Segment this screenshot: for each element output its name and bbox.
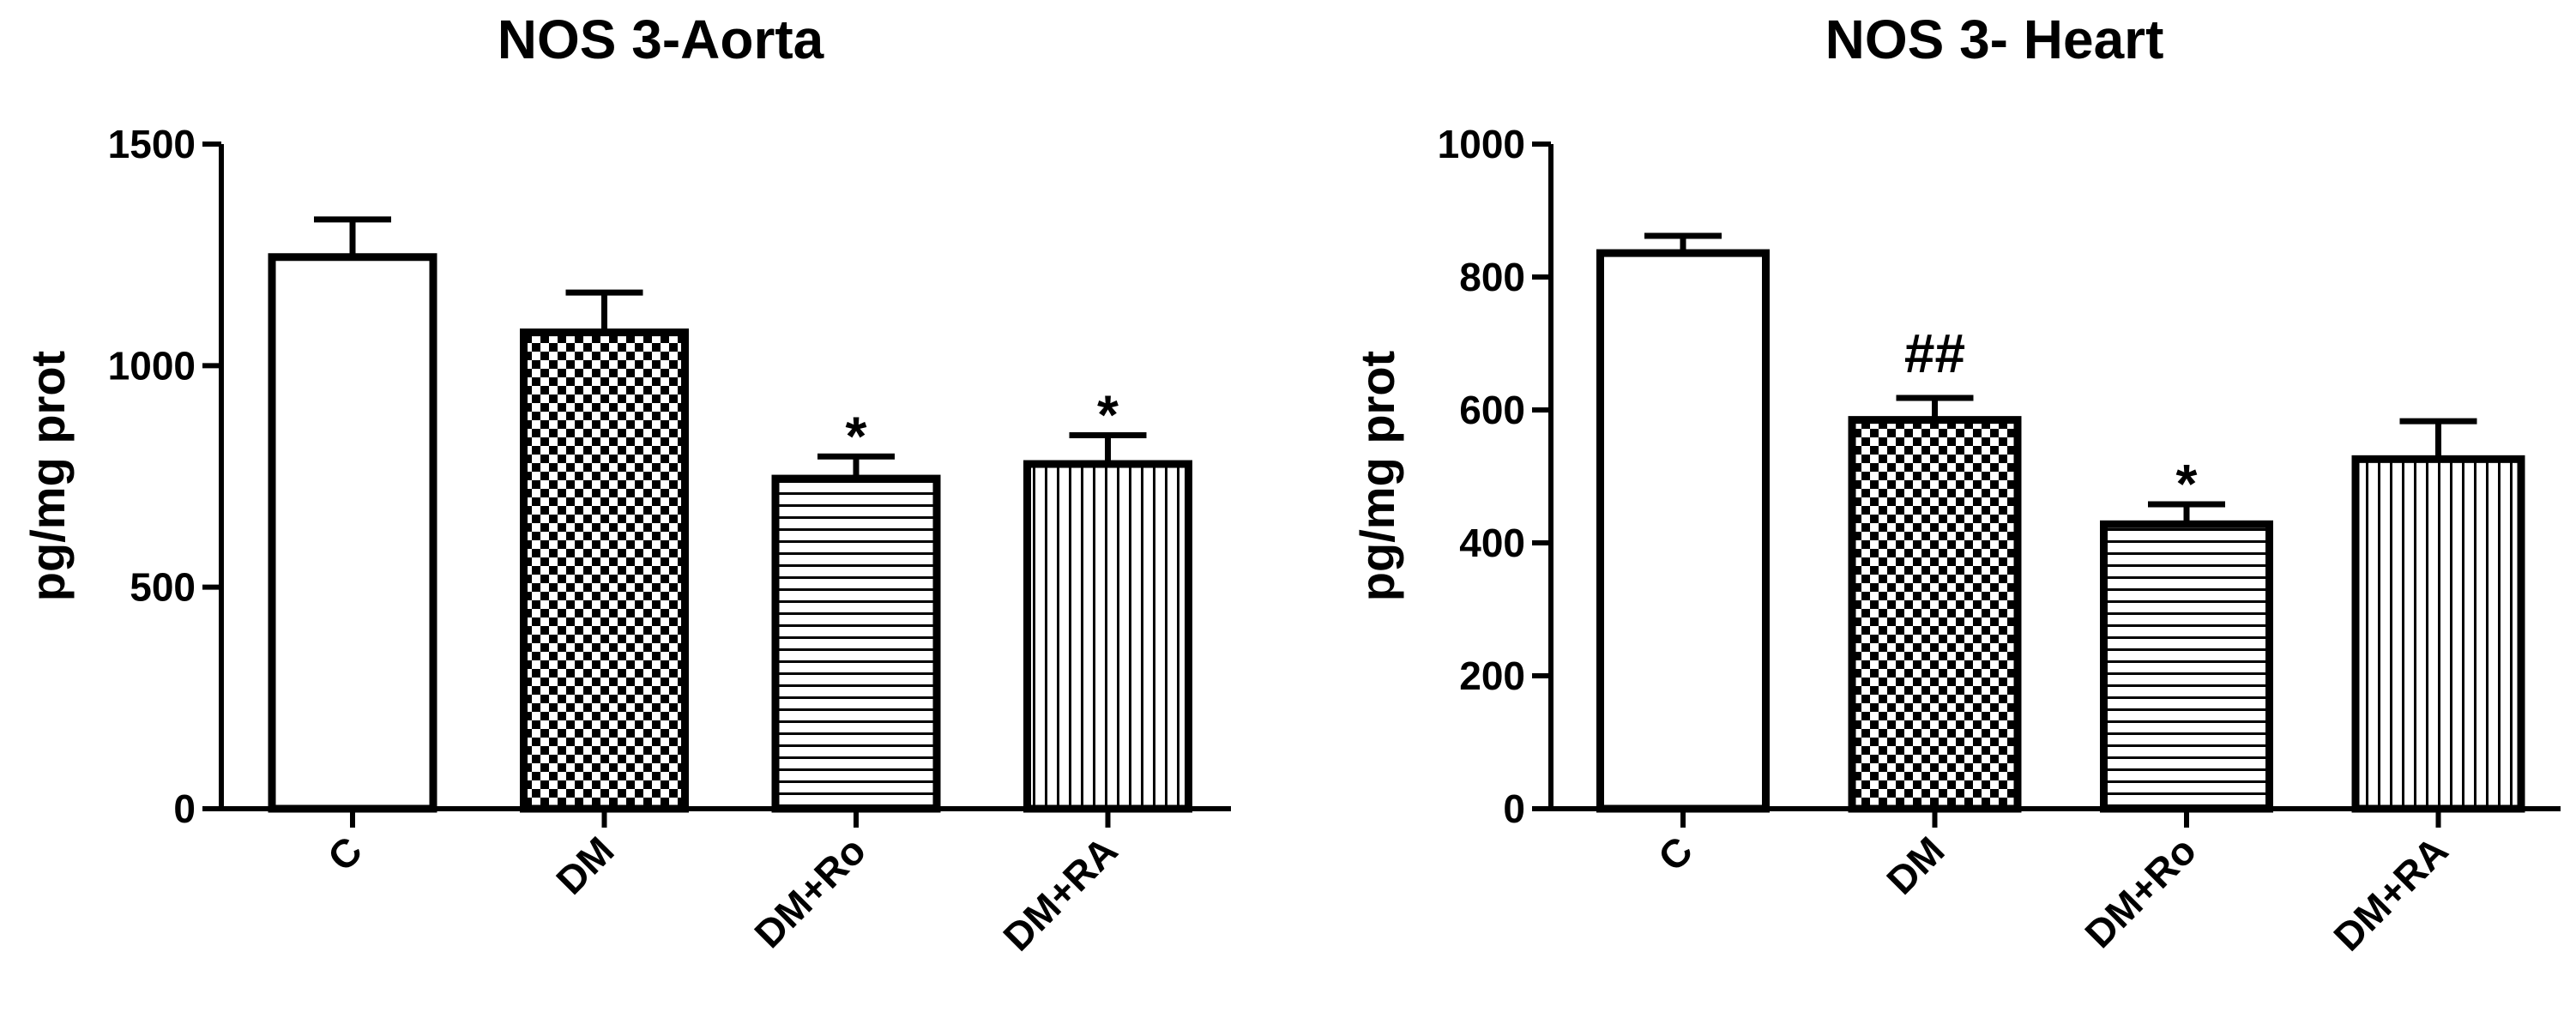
significance-mark: * — [1097, 383, 1119, 445]
y-tick-label: 0 — [1503, 786, 1525, 831]
y-axis-label: pg/mg prot — [1350, 351, 1404, 601]
plot-area: C DM * DM+Ro * DM+RA 0 500 1000 1500 — [108, 122, 1231, 960]
bar-dm-ro — [771, 474, 941, 813]
y-tick-label: 500 — [130, 565, 196, 610]
significance-mark: ## — [1904, 322, 1965, 384]
chart-title: NOS 3-Aorta — [498, 9, 824, 70]
bar-dm — [1848, 416, 2022, 813]
category-label: DM — [547, 828, 622, 902]
y-tick-label: 200 — [1459, 654, 1525, 698]
category-label: C — [319, 828, 371, 879]
y-tick-label: 600 — [1459, 388, 1525, 432]
y-tick-label: 1000 — [1438, 122, 1525, 166]
bar-dm-ra — [1023, 460, 1192, 813]
chart-title: NOS 3- Heart — [1825, 9, 2164, 70]
y-axis-label: pg/mg prot — [21, 351, 75, 601]
bar-dm-ra — [2351, 455, 2525, 813]
y-tick-label: 1000 — [108, 343, 196, 388]
category-label: DM — [1878, 828, 1952, 902]
aorta-chart-panel: NOS 3-Aorta pg/mg prot C DM * DM+Ro * DM+RA 0 5… — [21, 9, 1231, 960]
significance-mark: * — [846, 405, 867, 467]
y-tick-label: 800 — [1459, 255, 1525, 299]
bar-c — [268, 253, 437, 813]
plot-area: C ## DM * DM+Ro DM+RA 0 200 400 600 800 1000 — [1438, 122, 2561, 960]
bar-c — [1596, 249, 1770, 813]
category-label: DM+RA — [994, 828, 1125, 959]
category-label: DM+RA — [2325, 828, 2456, 959]
heart-chart-panel: NOS 3- Heart pg/mg prot C ## DM * DM+Ro DM+RA… — [1350, 9, 2561, 960]
significance-mark: * — [2176, 453, 2198, 515]
category-label: DM+Ro — [2076, 828, 2205, 956]
bar-dm-ro — [2100, 520, 2273, 813]
category-label: DM+Ro — [745, 828, 874, 956]
y-tick-label: 0 — [173, 786, 196, 831]
category-label: C — [1650, 828, 1701, 879]
y-tick-label: 400 — [1459, 521, 1525, 565]
bar-dm — [520, 328, 689, 813]
y-tick-label: 1500 — [108, 122, 196, 166]
